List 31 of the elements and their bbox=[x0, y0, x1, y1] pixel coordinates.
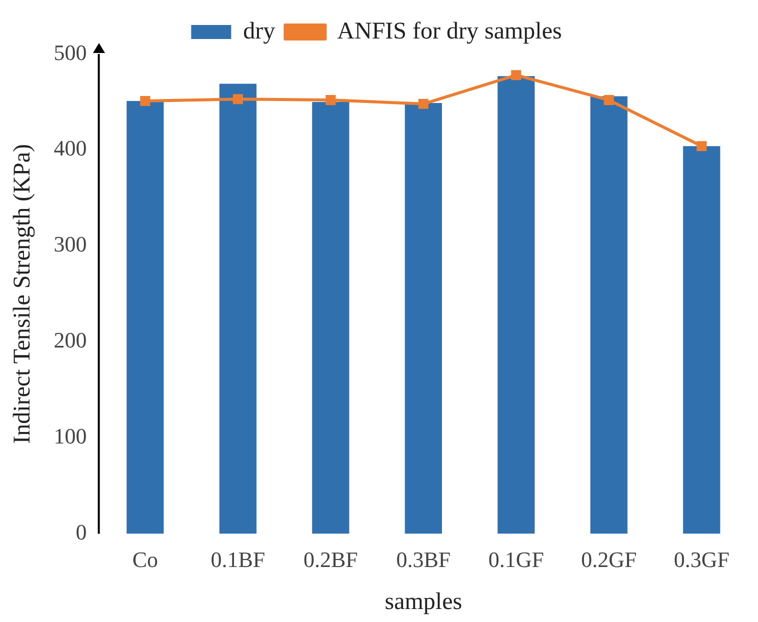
y-tick-label: 300 bbox=[54, 232, 87, 257]
point bbox=[232, 94, 243, 104]
y-axis-title: Indirect Tensile Strength (KPa) bbox=[10, 144, 36, 444]
point bbox=[418, 98, 428, 109]
bar bbox=[498, 76, 535, 534]
y-tick-label: 100 bbox=[54, 424, 87, 449]
bar bbox=[126, 101, 164, 534]
y-tick-label: 200 bbox=[54, 328, 87, 353]
legend-label: dry bbox=[243, 18, 276, 44]
y-tick-label: 0 bbox=[76, 520, 87, 545]
point bbox=[604, 95, 614, 106]
y-tick-label: 400 bbox=[54, 136, 87, 161]
point bbox=[511, 70, 522, 80]
bar bbox=[219, 84, 256, 534]
y-tick-label: 500 bbox=[54, 40, 87, 65]
x-tick-label: Co bbox=[132, 546, 158, 572]
x-tick-label: 0.1GF bbox=[488, 546, 544, 572]
x-axis-title: samples bbox=[384, 588, 462, 615]
bar bbox=[312, 102, 350, 534]
point bbox=[696, 141, 707, 152]
bar bbox=[590, 96, 628, 534]
bar bbox=[683, 146, 720, 534]
bar bbox=[404, 102, 442, 534]
x-tick-label: 0.2BF bbox=[303, 546, 358, 572]
point bbox=[326, 95, 336, 106]
x-tick-label: 0.3BF bbox=[396, 546, 451, 572]
x-tick-label: 0.2GF bbox=[581, 546, 637, 572]
x-tick-label: 0.1BF bbox=[210, 546, 266, 572]
x-tick-label: 0.3GF bbox=[674, 546, 730, 572]
point bbox=[140, 96, 150, 106]
legend-label: ANFIS for dry samples bbox=[337, 18, 562, 44]
